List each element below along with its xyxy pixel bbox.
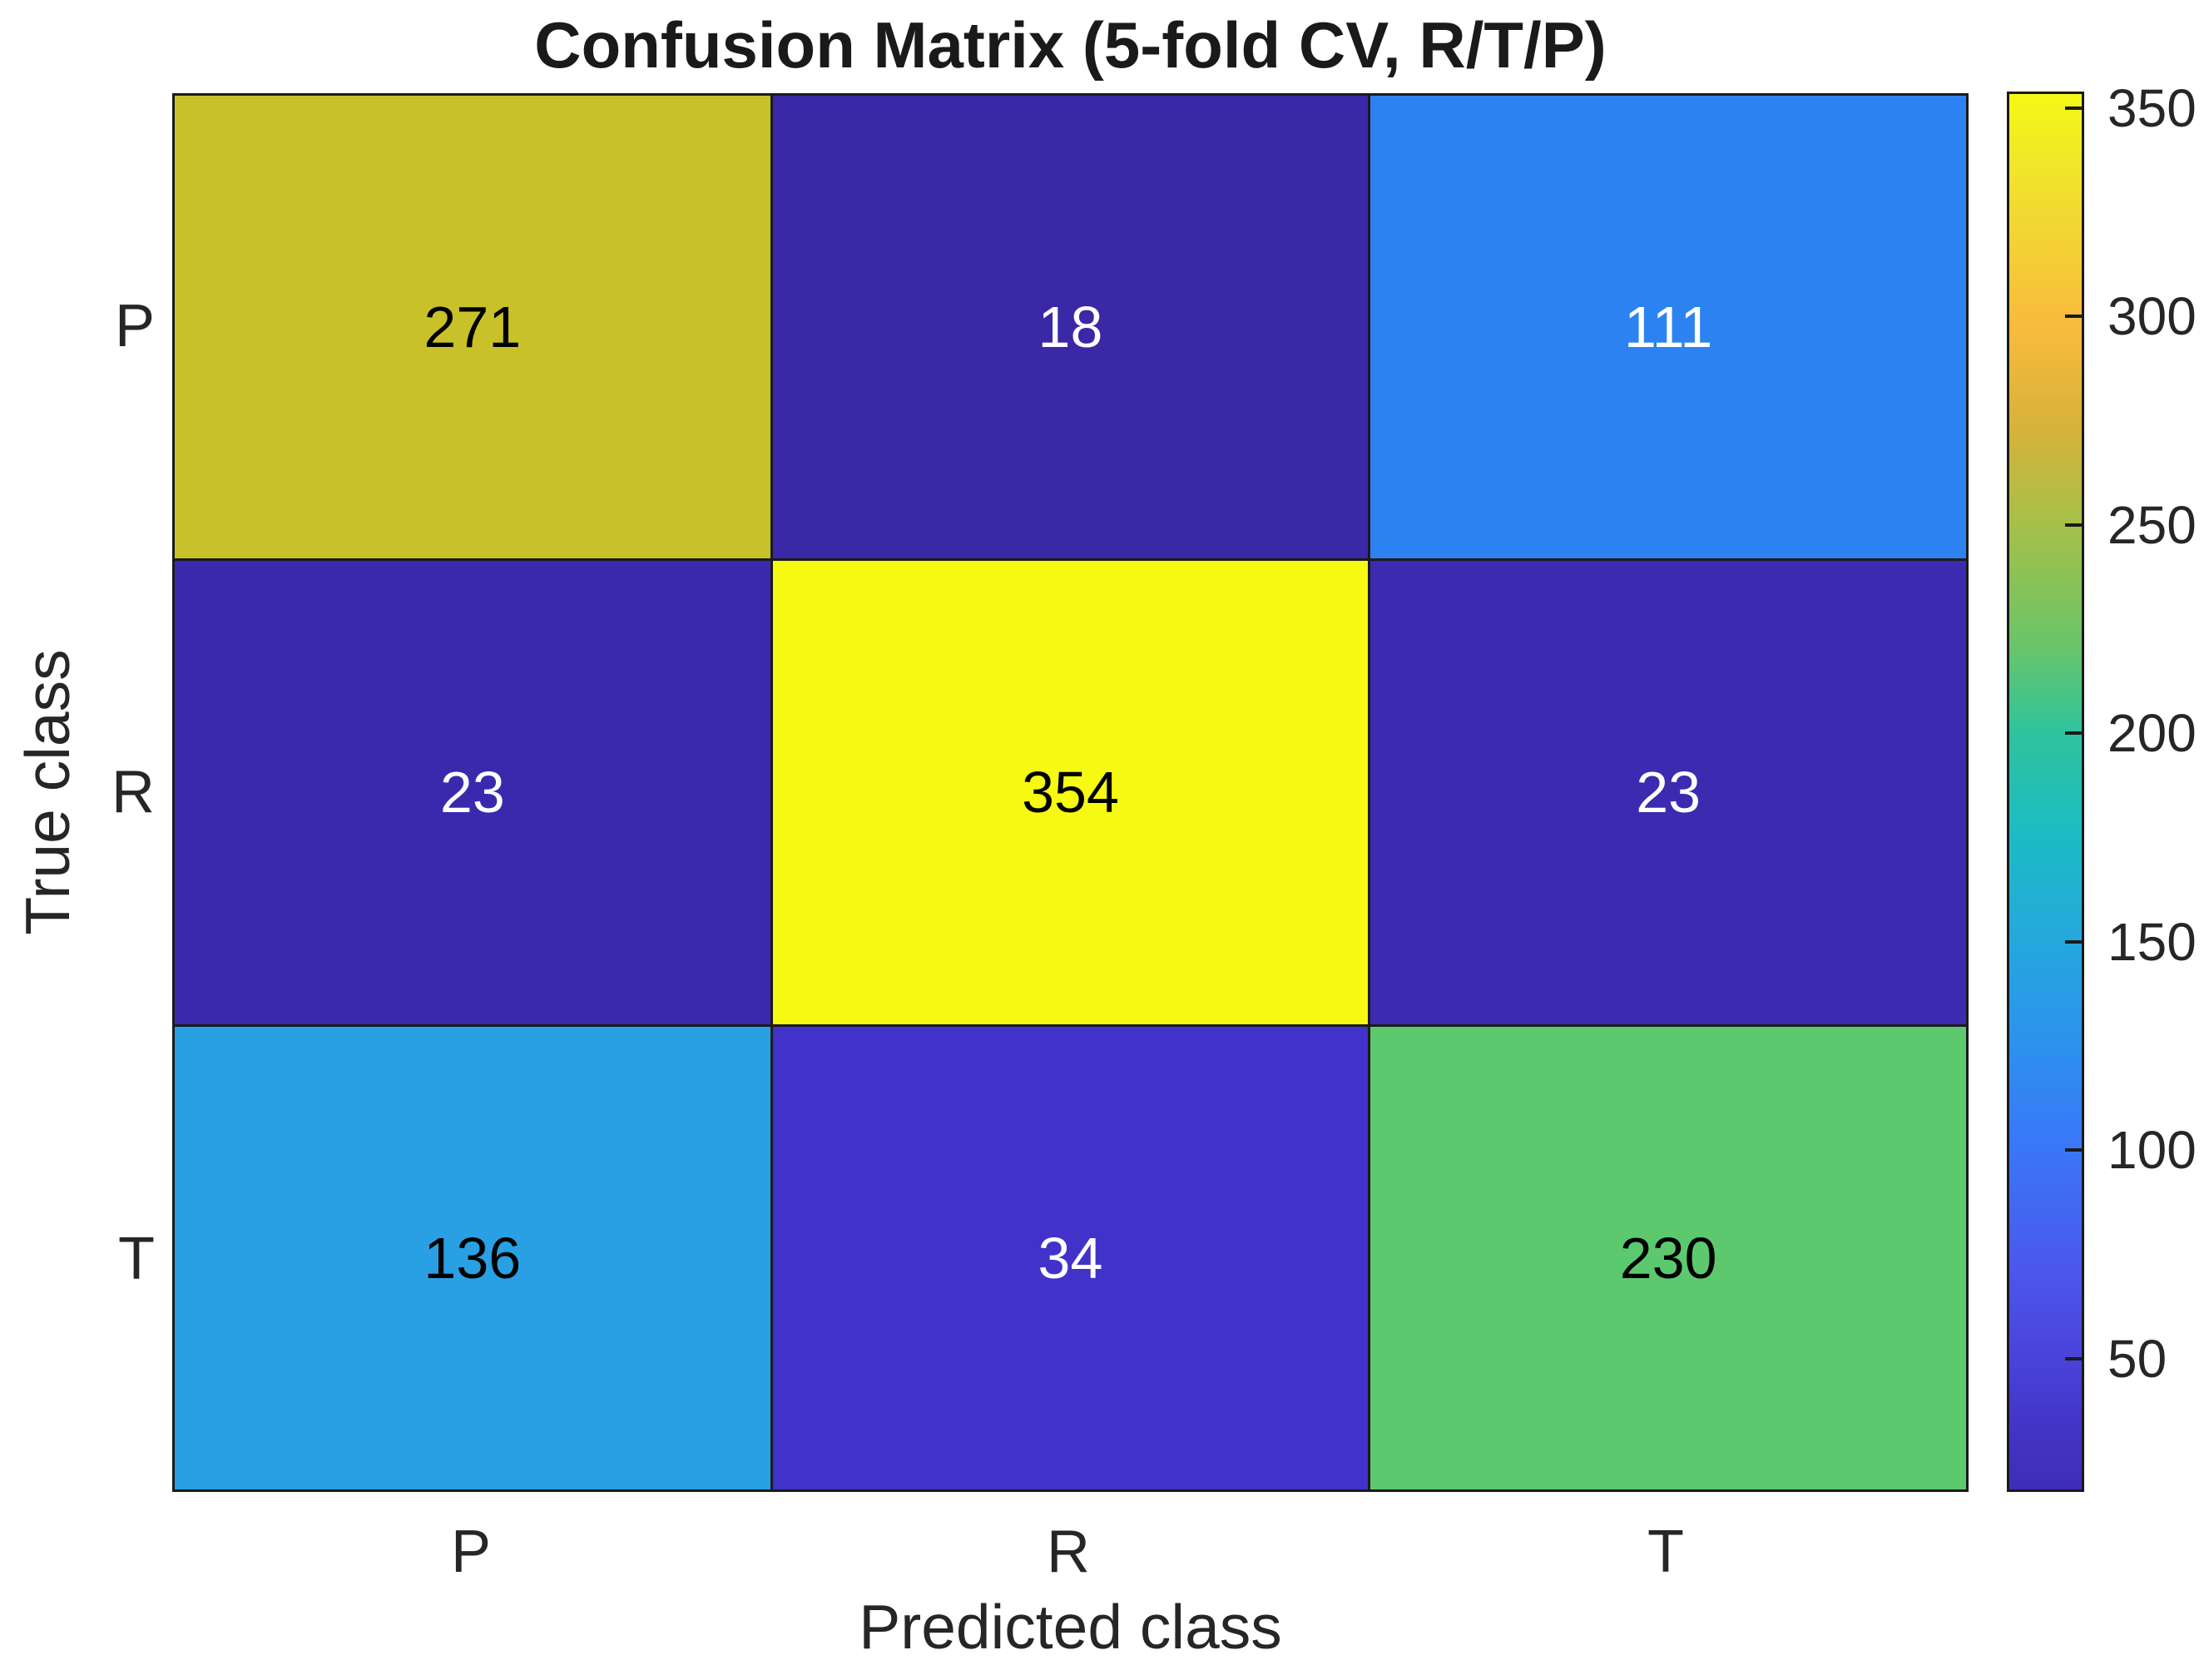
y-tick-label-r: R: [111, 759, 155, 825]
colorbar-tick-label: 300: [2107, 286, 2197, 346]
colorbar-tick-mark: [2065, 1148, 2082, 1152]
matrix-cell-p-t: 111: [1370, 96, 1966, 559]
colorbar-tick-mark: [2065, 940, 2082, 944]
colorbar-tick-mark: [2065, 107, 2082, 110]
colorbar-tick-label: 200: [2107, 703, 2197, 763]
colorbar-tick-mark: [2065, 731, 2082, 735]
colorbar-tick-mark: [2065, 523, 2082, 527]
colorbar-tick-label: 50: [2107, 1329, 2167, 1389]
colorbar: [2007, 92, 2084, 1492]
matrix-cell-p-r: 18: [772, 96, 1369, 559]
y-tick-label-t: T: [118, 1226, 155, 1292]
matrix-grid: 271 18 111 23 354 23 136 34 230: [172, 93, 1969, 1492]
x-tick-label-t: T: [1647, 1519, 1684, 1585]
y-tick-label-p: P: [114, 293, 155, 359]
matrix-cell-t-t: 230: [1370, 1026, 1966, 1489]
x-tick-label-r: R: [1047, 1519, 1090, 1585]
colorbar-tick-label: 100: [2107, 1120, 2197, 1180]
chart-title: Confusion Matrix (5-fold CV, R/T/P): [534, 8, 1607, 82]
colorbar-tick-mark: [2065, 315, 2082, 318]
matrix-cell-t-r: 34: [772, 1026, 1369, 1489]
matrix-cell-r-t: 23: [1370, 561, 1966, 1024]
x-axis-label: Predicted class: [859, 1592, 1282, 1662]
matrix-cell-r-r: 354: [772, 561, 1369, 1024]
matrix-cell-p-p: 271: [175, 96, 770, 559]
colorbar-tick-mark: [2065, 1357, 2082, 1360]
colorbar-tick-label: 350: [2107, 78, 2197, 138]
x-tick-label-p: P: [450, 1519, 492, 1585]
colorbar-tick-label: 250: [2107, 495, 2197, 555]
matrix-cell-t-p: 136: [175, 1026, 770, 1489]
colorbar-tick-label: 150: [2107, 912, 2197, 972]
matrix-cell-r-p: 23: [175, 561, 770, 1024]
